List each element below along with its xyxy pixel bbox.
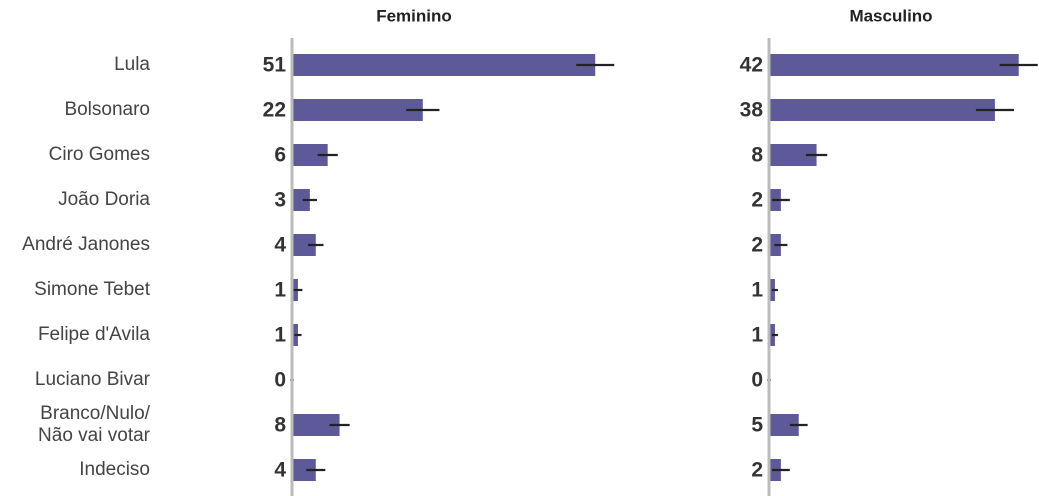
category-label: Ciro Gomes [48,144,150,165]
bar [769,144,817,166]
category-label: Luciano Bivar [34,369,150,390]
bar [769,99,995,121]
bar [292,414,340,436]
bar [292,99,423,121]
data-label: 4 [274,459,286,482]
data-label: 0 [751,369,763,392]
category-label: Felipe d'Avila [37,324,150,345]
data-label: 42 [740,54,763,77]
panel-title: Masculino [849,6,932,25]
data-label: 2 [751,189,763,212]
data-label: 1 [751,279,763,302]
data-label: 1 [274,279,286,302]
bar [292,234,316,256]
data-label: 38 [740,99,764,122]
data-label: 8 [751,144,763,167]
category-label: Branco/Nulo/ Não vai votar [38,403,150,446]
category-label: Bolsonaro [64,99,150,120]
data-label: 0 [274,369,286,392]
bar [292,54,596,76]
category-label: Indeciso [79,459,150,480]
bar [292,144,328,166]
data-label: 2 [751,459,763,482]
data-label: 1 [274,324,286,347]
data-label: 6 [274,144,286,167]
bar [292,459,316,481]
bar [769,414,799,436]
category-label: André Janones [22,234,150,255]
data-label: 8 [274,414,286,437]
category-label: Simone Tebet [34,279,150,300]
panel-title: Feminino [376,6,452,25]
data-label: 22 [263,99,286,122]
category-label: João Doria [58,189,150,210]
data-label: 2 [751,234,763,257]
bar [292,189,310,211]
data-label: 3 [274,189,286,212]
data-label: 4 [274,234,286,257]
category-label: Lula [114,54,150,75]
bar [769,54,1019,76]
data-label: 5 [751,414,763,437]
data-label: 1 [751,324,763,347]
data-label: 51 [263,54,287,77]
